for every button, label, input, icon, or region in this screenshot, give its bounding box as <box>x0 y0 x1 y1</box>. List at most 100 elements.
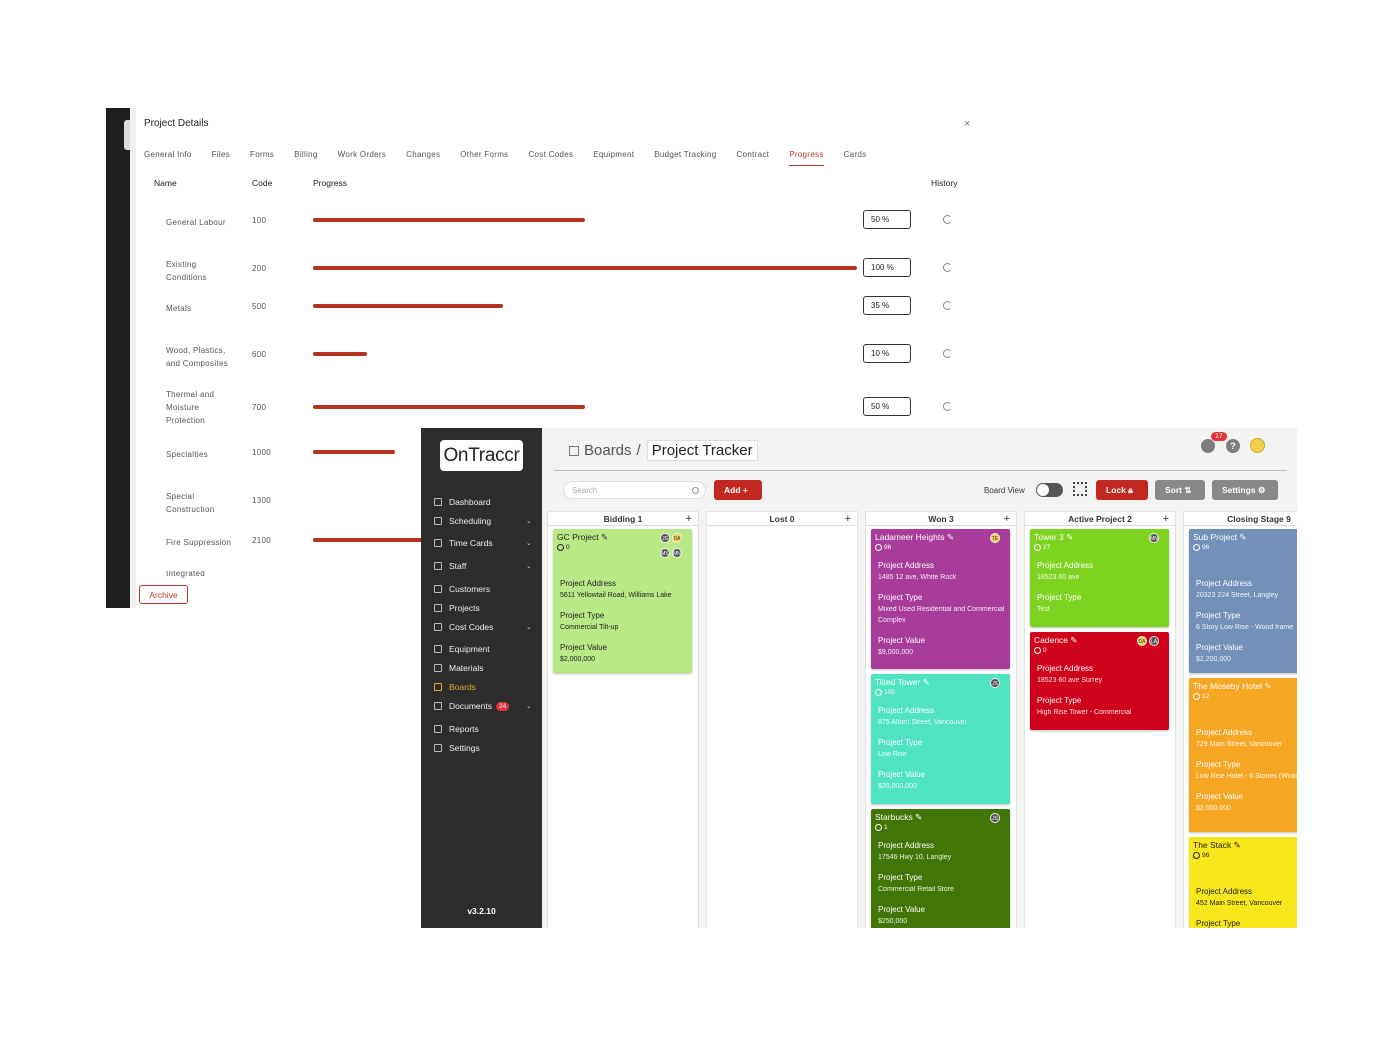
add-button[interactable]: Add + <box>714 480 762 500</box>
user-avatar[interactable]: JS <box>990 678 1000 688</box>
board-card[interactable]: The Stack ✎ 96 Project Address 452 Main Str… <box>1189 837 1297 928</box>
board-card[interactable]: Tilted Tower ✎ 105 Project Address 875 Albe… <box>871 674 1010 804</box>
add-card-icon[interactable]: + <box>844 513 851 525</box>
history-icon[interactable] <box>943 263 952 272</box>
lock-button[interactable]: Lock 🔒︎ <box>1096 480 1148 500</box>
edit-icon[interactable]: ✎ <box>598 532 609 542</box>
tab-billing[interactable]: Billing <box>294 150 318 159</box>
chevron-down-icon[interactable]: ⌄ <box>526 563 532 570</box>
progress-bar <box>313 405 585 409</box>
sidebar-item-customers[interactable]: Customers <box>434 584 542 594</box>
history-icon[interactable] <box>943 349 952 358</box>
user-avatar[interactable]: DA <box>1137 636 1147 646</box>
tab-cost-codes[interactable]: Cost Codes <box>528 150 574 159</box>
row-name: Special Construction <box>166 492 215 514</box>
edit-icon[interactable]: ✎ <box>920 677 930 687</box>
chevron-down-icon[interactable]: ⌄ <box>526 540 532 547</box>
edit-icon[interactable]: ✎ <box>1231 840 1241 850</box>
sidebar-item-reports[interactable]: Reports <box>434 724 542 734</box>
settings-button[interactable]: Settings ⚙ <box>1212 480 1278 500</box>
board-card[interactable]: GC Project ✎ 0 Project Address 5611 Yellowt… <box>553 529 692 673</box>
search-input[interactable]: Search <box>563 481 706 499</box>
user-avatar[interactable]: MS <box>660 548 670 558</box>
edit-icon[interactable]: ✎ <box>1236 532 1247 542</box>
board-view-toggle[interactable] <box>1036 483 1063 497</box>
breadcrumb-current[interactable]: Project Tracker <box>646 440 758 461</box>
sidebar-item-equipment[interactable]: Equipment <box>434 644 542 654</box>
sidebar-item-staff[interactable]: Staff ⌄ <box>434 561 542 571</box>
progress-input[interactable]: 50 % <box>863 397 911 416</box>
ontraccr-logo[interactable]: OnTraccr <box>440 440 523 471</box>
tab-work-orders[interactable]: Work Orders <box>337 150 387 159</box>
tab-changes[interactable]: Changes <box>406 150 441 159</box>
sidebar-item-label: Documents <box>449 701 492 711</box>
edit-icon[interactable]: ✎ <box>912 812 923 822</box>
progress-input[interactable]: 50 % <box>863 210 911 229</box>
help-icon[interactable]: ? <box>1226 439 1240 453</box>
tab-contract[interactable]: Contract <box>736 150 770 159</box>
add-card-icon[interactable]: + <box>1003 513 1010 525</box>
sidebar-item-scheduling[interactable]: Scheduling ⌄ <box>434 516 542 526</box>
user-avatar[interactable]: JS <box>660 533 670 543</box>
history-icon[interactable] <box>943 215 952 224</box>
field-value: Low Rise Hotel - 6 Stories (Wood Frame) <box>1196 773 1297 780</box>
edit-icon[interactable]: ✎ <box>944 532 954 542</box>
tab-general-info[interactable]: General Info <box>144 150 192 159</box>
user-avatar[interactable]: MN <box>1149 533 1159 543</box>
tab-forms[interactable]: Forms <box>250 150 275 159</box>
chevron-down-icon[interactable]: ⌄ <box>526 703 532 710</box>
field-value: $2,000,000 <box>560 656 596 663</box>
user-avatar[interactable]: TE <box>990 533 1000 543</box>
sidebar-item-dashboard[interactable]: Dashboard <box>434 497 542 507</box>
field-value: $250,000 <box>878 918 908 925</box>
tab-cards[interactable]: Cards <box>843 150 867 159</box>
chevron-down-icon[interactable]: ⌄ <box>526 518 532 525</box>
notifications-icon[interactable] <box>1201 439 1215 453</box>
chevron-down-icon[interactable]: ⌄ <box>526 624 532 631</box>
search-placeholder: Search <box>572 486 598 495</box>
sidebar-item-label: Customers <box>449 584 491 594</box>
tab-other-forms[interactable]: Other Forms <box>460 150 509 159</box>
progress-input[interactable]: 100 % <box>863 258 911 277</box>
progress-input[interactable]: 10 % <box>863 344 911 363</box>
tab-equipment[interactable]: Equipment <box>593 150 635 159</box>
board-card[interactable]: Cadence ✎ 0 Project Address 18523 60 ave Su… <box>1030 632 1169 730</box>
user-avatar[interactable]: LA <box>1149 636 1159 646</box>
user-avatar[interactable]: JS <box>990 813 1000 823</box>
sidebar-item-projects[interactable]: Projects <box>434 603 542 613</box>
sidebar-item-cost-codes[interactable]: Cost Codes ⌄ <box>434 622 542 632</box>
progress-input[interactable]: 35 % <box>863 296 911 315</box>
tab-progress[interactable]: Progress <box>789 150 824 166</box>
add-card-icon[interactable]: + <box>685 513 692 525</box>
archive-button[interactable]: Archive <box>139 585 188 604</box>
card-counter: 27 <box>1034 544 1165 551</box>
user-avatar[interactable]: DA <box>672 533 682 543</box>
board-card[interactable]: Sub Project ✎ 96 Project Address 20323 224 … <box>1189 529 1297 673</box>
sidebar-item-settings[interactable]: Settings <box>434 743 542 753</box>
row-code: 1300 <box>252 496 271 505</box>
board-view-label: Board View <box>984 486 1025 495</box>
sidebar-toggle-handle[interactable] <box>124 120 130 150</box>
board-card[interactable]: The Moseby Hotel ✎ 12 Project Address 729 M… <box>1189 678 1297 832</box>
history-icon[interactable] <box>943 402 952 411</box>
edit-icon[interactable]: ✎ <box>1068 635 1078 645</box>
add-card-icon[interactable]: + <box>1162 513 1169 525</box>
sort-button[interactable]: Sort ⇅ <box>1155 480 1205 500</box>
sidebar-item-documents[interactable]: Documents 24 ⌄ <box>434 701 542 711</box>
sidebar-item-boards[interactable]: Boards <box>434 682 542 692</box>
close-icon[interactable]: × <box>964 118 971 130</box>
board-card[interactable]: Starbucks ✎ 1 Project Address 17546 Hwy 10,… <box>871 809 1010 928</box>
edit-icon[interactable]: ✎ <box>1261 681 1272 691</box>
edit-icon[interactable]: ✎ <box>1063 532 1074 542</box>
board-card[interactable]: Ladameer Heights ✎ 96 Project Address 1485 … <box>871 529 1010 669</box>
user-avatar[interactable]: MN <box>672 548 682 558</box>
sidebar-item-time-cards[interactable]: Time Cards ⌄ <box>434 538 542 548</box>
sidebar-item-materials[interactable]: Materials <box>434 663 542 673</box>
breadcrumb-root[interactable]: Boards <box>584 442 632 459</box>
fullscreen-icon[interactable] <box>1073 482 1087 496</box>
board-card[interactable]: Tower 3 ✎ 27 Project Address 18523 60 ave Pr… <box>1030 529 1169 627</box>
tab-files[interactable]: Files <box>211 150 231 159</box>
user-avatar[interactable] <box>1250 438 1265 453</box>
history-icon[interactable] <box>943 301 952 310</box>
tab-budget-tracking[interactable]: Budget Tracking <box>654 150 717 159</box>
